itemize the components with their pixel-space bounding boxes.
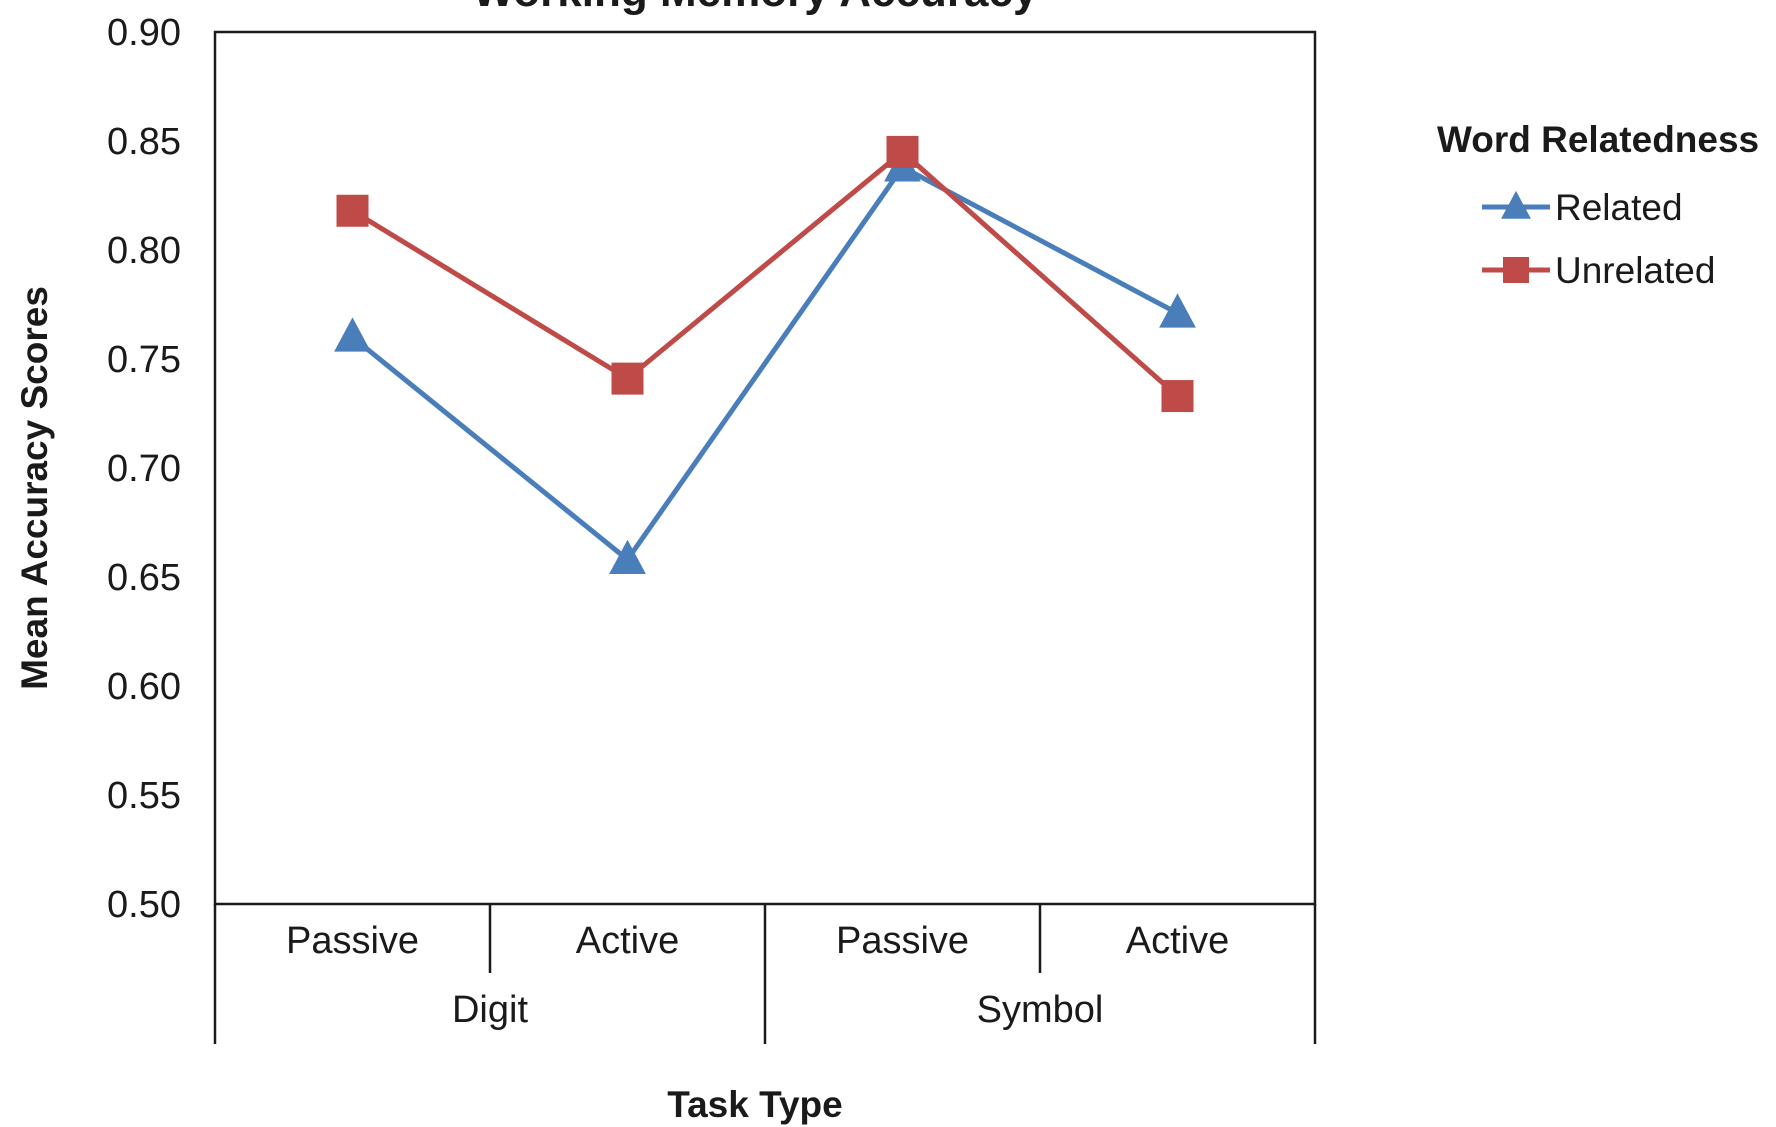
y-tick-label: 0.70	[107, 448, 181, 490]
legend-item-unrelated: Unrelated	[1482, 250, 1715, 291]
x-axis-title: Task Type	[667, 1084, 842, 1125]
data-point-marker	[886, 135, 919, 168]
x-axis-category-labels: Passive Active Passive Active	[286, 920, 1229, 962]
legend-items: Related Unrelated	[1482, 187, 1715, 291]
x-axis-group-labels: Digit Symbol	[452, 989, 1103, 1031]
x-category-label: Active	[1126, 920, 1229, 962]
y-tick-label: 0.50	[107, 884, 181, 926]
series-layer	[334, 135, 1196, 574]
chart-title: Working Memory Accuracy	[473, 0, 1038, 16]
legend-swatch-marker	[1501, 190, 1531, 219]
legend-title: Word Relatedness	[1437, 119, 1759, 160]
x-category-label: Passive	[286, 920, 419, 962]
data-point-marker	[336, 194, 369, 227]
x-group-label: Symbol	[977, 989, 1104, 1031]
plot-area	[213, 30, 1317, 906]
data-point-marker	[611, 362, 644, 395]
y-tick-label: 0.55	[107, 775, 181, 817]
series-related	[334, 147, 1196, 574]
series-line	[351, 148, 1180, 398]
y-tick-label: 0.65	[107, 557, 181, 599]
series-unrelated	[336, 135, 1194, 413]
y-axis-title: Mean Accuracy Scores	[14, 286, 55, 690]
y-tick-label: 0.60	[107, 666, 181, 708]
x-category-label: Active	[576, 920, 679, 962]
data-point-marker	[1161, 380, 1194, 413]
legend-swatch-marker	[1503, 257, 1529, 283]
y-tick-label: 0.75	[107, 339, 181, 381]
y-tick-label: 0.85	[107, 121, 181, 163]
y-axis-ticks: 0.50 0.55 0.60 0.65 0.70 0.75 0.80 0.85 0.90	[107, 12, 181, 926]
x-category-label: Passive	[836, 920, 969, 962]
legend-label: Related	[1555, 187, 1683, 228]
category-axis-frame	[213, 904, 1317, 1044]
legend-item-related: Related	[1482, 187, 1683, 228]
data-point-marker	[1159, 293, 1196, 328]
series-line	[350, 163, 1179, 564]
legend-label: Unrelated	[1555, 250, 1715, 291]
y-tick-label: 0.90	[107, 12, 181, 54]
data-point-marker	[334, 317, 371, 352]
x-group-label: Digit	[452, 989, 528, 1031]
y-tick-label: 0.80	[107, 230, 181, 272]
legend: Word Relatedness Related Unrelated	[1437, 119, 1759, 291]
data-point-marker	[609, 539, 646, 574]
